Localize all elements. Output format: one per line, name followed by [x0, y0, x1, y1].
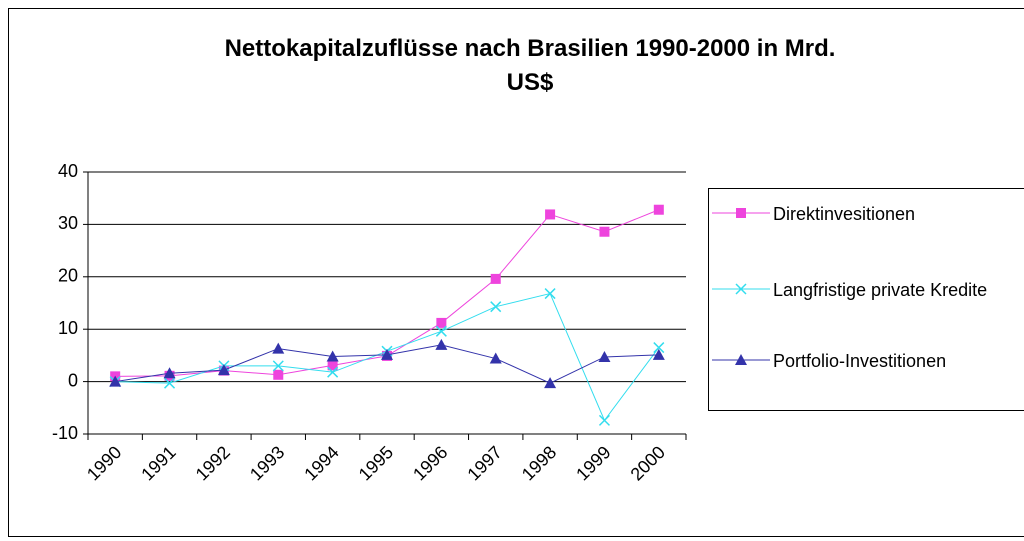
plot-area — [88, 172, 686, 434]
data-point — [653, 204, 664, 215]
legend-label: Portfolio-Investitionen — [773, 351, 947, 371]
y-tick-label: 0 — [68, 370, 78, 390]
y-tick-label: 40 — [58, 161, 78, 181]
data-point — [653, 342, 665, 354]
data-point — [272, 360, 284, 372]
data-point — [381, 348, 393, 360]
data-point — [545, 209, 556, 220]
data-point — [544, 288, 556, 300]
data-point — [490, 301, 502, 313]
y-tick-label: 30 — [58, 213, 78, 233]
y-tick-label: -10 — [52, 423, 78, 443]
data-point — [435, 325, 447, 337]
legend-label: Langfristige private Kredite — [773, 280, 988, 300]
data-point — [326, 350, 339, 362]
data-point — [163, 367, 176, 379]
legend-marker — [735, 354, 747, 365]
data-point — [652, 348, 665, 360]
data-point — [599, 226, 610, 237]
data-point — [272, 342, 285, 354]
data-point — [109, 375, 122, 387]
data-point — [489, 352, 502, 364]
data-point — [544, 377, 557, 389]
data-point — [435, 338, 448, 350]
legend-label: Direktinvesitionen — [773, 204, 916, 224]
data-point — [217, 364, 230, 376]
legend-box — [708, 188, 1024, 411]
data-point — [436, 317, 447, 328]
data-point — [598, 350, 611, 362]
legend-marker — [735, 283, 747, 295]
y-tick-label: 20 — [58, 266, 78, 286]
data-point — [164, 377, 176, 389]
data-point — [327, 360, 338, 371]
data-point — [273, 369, 284, 380]
y-tick-label: 10 — [58, 318, 78, 338]
data-point — [327, 366, 339, 378]
legend-marker — [736, 208, 746, 218]
data-point — [490, 273, 501, 284]
data-point — [598, 414, 610, 426]
chart-title: Nettokapitalzuflüsse nach Brasilien 1990… — [224, 35, 836, 96]
